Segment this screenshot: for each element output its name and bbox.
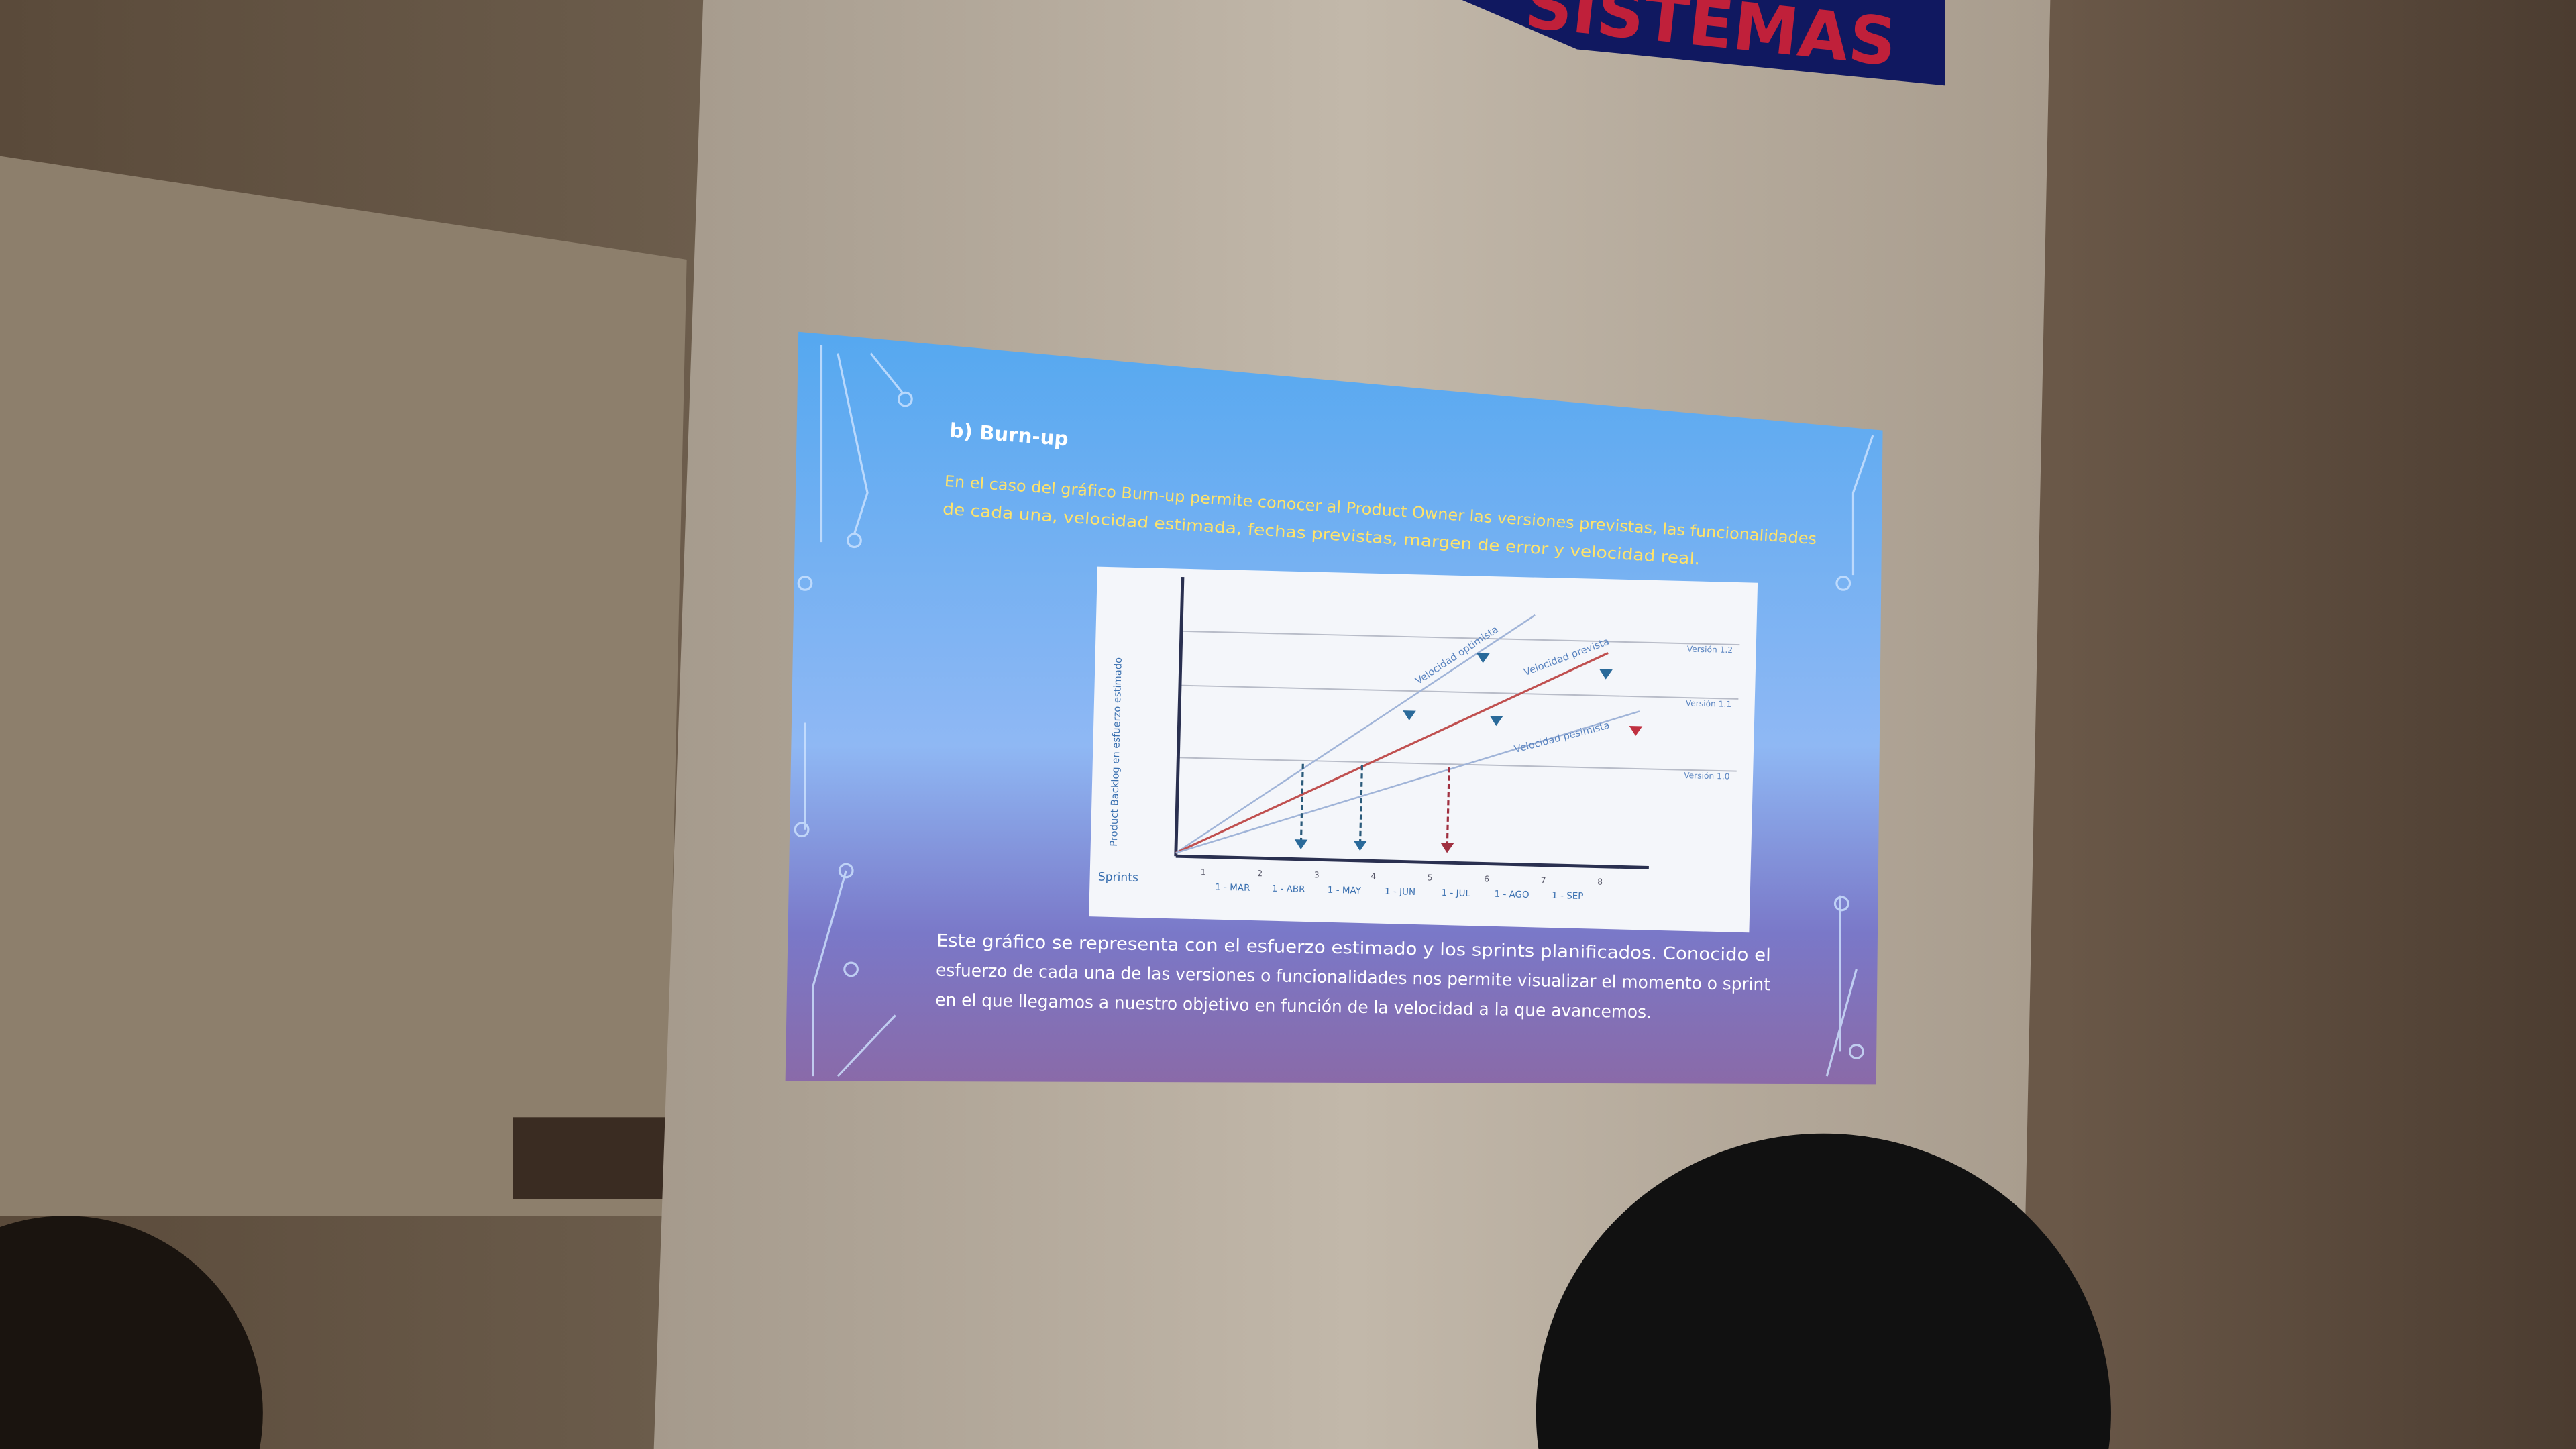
expected-line bbox=[1175, 652, 1609, 854]
sprint-number: 2 bbox=[1257, 869, 1263, 878]
optimistic-line bbox=[1175, 614, 1536, 854]
arrow-heads bbox=[1294, 653, 1643, 853]
version-label: Versión 1.2 bbox=[1687, 644, 1733, 655]
sprint-number: 6 bbox=[1484, 874, 1489, 883]
version-label: Versión 1.1 bbox=[1686, 698, 1732, 709]
sprint-number: 1 bbox=[1201, 867, 1206, 877]
sprint-number: 5 bbox=[1428, 873, 1433, 882]
body-text: Este gráfico se representa con el esfuer… bbox=[935, 931, 1771, 1023]
date-label: 1 - MAR bbox=[1215, 883, 1250, 894]
x-axis bbox=[1175, 854, 1649, 869]
audience-head bbox=[0, 1216, 263, 1449]
whiteboard bbox=[0, 156, 687, 1216]
figure-bg bbox=[1089, 566, 1758, 933]
banner bbox=[1462, 0, 1945, 86]
y-axis-label: Product Backlog en esfuerzo estimado bbox=[1108, 657, 1124, 847]
sprint-number: 4 bbox=[1371, 871, 1376, 881]
figure: Product Backlog en esfuerzo estimado Spri… bbox=[1089, 566, 1758, 933]
date-label: 1 - MAY bbox=[1328, 885, 1362, 896]
date-label: 1 - AGO bbox=[1494, 890, 1529, 900]
x-axis-label: Sprints bbox=[1098, 871, 1139, 885]
date-label: 1 - JUL bbox=[1441, 888, 1470, 899]
sprint-number: 8 bbox=[1597, 877, 1603, 887]
version-label: Versión 1.0 bbox=[1684, 771, 1730, 782]
circuit-decoration bbox=[794, 345, 1874, 1077]
date-label: 1 - ABR bbox=[1272, 884, 1305, 895]
sprint-number: 7 bbox=[1541, 875, 1546, 885]
date-label: 1 - SEP bbox=[1552, 891, 1583, 902]
audience-head bbox=[1536, 1133, 2111, 1449]
pessimistic-line bbox=[1175, 710, 1640, 854]
date-label: 1 - JUN bbox=[1385, 887, 1415, 898]
sprint-number: 3 bbox=[1314, 870, 1320, 879]
ledge bbox=[513, 1117, 669, 1199]
version-lines bbox=[1178, 630, 1740, 772]
y-axis bbox=[1174, 576, 1185, 857]
